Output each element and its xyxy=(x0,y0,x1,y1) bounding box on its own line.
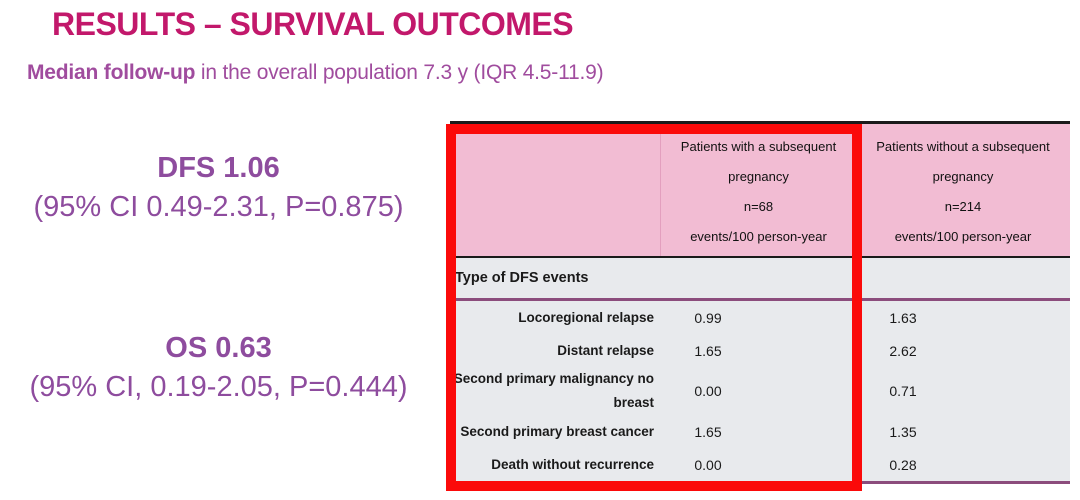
median-followup-text: Median follow-up in the overall populati… xyxy=(27,61,604,85)
value-without-pregnancy: 0.71 xyxy=(889,383,917,399)
table-bottom-border xyxy=(450,481,1070,484)
table-row: Second primary malignancy no breast 0.00 0… xyxy=(450,367,1070,415)
row-label: Distant relapse xyxy=(557,342,654,358)
value-with-pregnancy: 1.65 xyxy=(694,342,722,359)
row-label: Locoregional relapse xyxy=(518,309,654,325)
table-top-border xyxy=(450,121,1070,124)
value-with-pregnancy: 1.65 xyxy=(694,423,722,440)
value-without-pregnancy: 0.28 xyxy=(889,456,917,473)
dfs-events-table: Patients with a subsequent pregnancy n=68 e… xyxy=(446,121,1070,491)
os-stat-block: OS 0.63 (95% CI, 0.19-2.05, P=0.444) xyxy=(0,329,437,407)
header-empty-cell xyxy=(450,124,660,256)
table-body: Locoregional relapse 0.99 1.63 Distant rela… xyxy=(450,301,1070,481)
table-row: Second primary breast cancer 1.65 1.35 xyxy=(450,415,1070,448)
dfs-stat-block: DFS 1.06 (95% CI 0.49-2.31, P=0.875) xyxy=(0,149,437,227)
header-line: Patients without a subsequent xyxy=(876,139,1050,154)
row-label: Second primary malignancy no breast xyxy=(453,371,654,410)
row-label: Second primary breast cancer xyxy=(460,423,654,439)
table-row: Distant relapse 1.65 2.62 xyxy=(450,334,1070,367)
header-line: pregnancy xyxy=(728,169,789,184)
header-divider-line xyxy=(450,256,1070,258)
median-followup-label: Median follow-up xyxy=(27,61,196,84)
header-line: pregnancy xyxy=(932,169,994,184)
value-with-pregnancy: 0.00 xyxy=(694,456,722,473)
table-row: Locoregional relapse 0.99 1.63 xyxy=(450,301,1070,334)
os-confidence-interval: (95% CI, 0.19-2.05, P=0.444) xyxy=(29,371,408,403)
header-with-pregnancy: Patients with a subsequent pregnancy n=68 e… xyxy=(660,124,856,256)
table-row: Death without recurrence 0.00 0.28 xyxy=(450,448,1070,481)
section-header-label: Type of DFS events xyxy=(455,270,589,286)
header-line: events/100 person-year xyxy=(690,229,827,244)
header-line: events/100 person-year xyxy=(894,229,1032,244)
value-without-pregnancy: 1.35 xyxy=(889,423,917,440)
value-without-pregnancy: 2.62 xyxy=(889,342,917,359)
header-line: Patients with a subsequent xyxy=(680,139,837,154)
section-header-row: Type of DFS events xyxy=(450,258,1070,298)
os-hazard-ratio: OS 0.63 xyxy=(165,332,272,364)
dfs-confidence-interval: (95% CI 0.49-2.31, P=0.875) xyxy=(33,191,404,223)
table-header-row: Patients with a subsequent pregnancy n=68 e… xyxy=(450,124,1070,256)
header-line: n=214 xyxy=(944,199,982,214)
header-line: n=68 xyxy=(743,199,774,214)
section-divider-line xyxy=(450,298,1070,301)
page-title: RESULTS – SURVIVAL OUTCOMES xyxy=(52,6,574,42)
value-without-pregnancy: 1.63 xyxy=(889,309,917,326)
dfs-hazard-ratio: DFS 1.06 xyxy=(157,152,280,184)
row-label: Death without recurrence xyxy=(491,456,654,472)
header-without-pregnancy: Patients without a subsequent pregnancy n=… xyxy=(856,124,1070,256)
value-with-pregnancy: 0.00 xyxy=(694,383,722,399)
median-followup-detail: in the overall population 7.3 y (IQR 4.5… xyxy=(195,61,604,84)
value-with-pregnancy: 0.99 xyxy=(694,309,722,326)
